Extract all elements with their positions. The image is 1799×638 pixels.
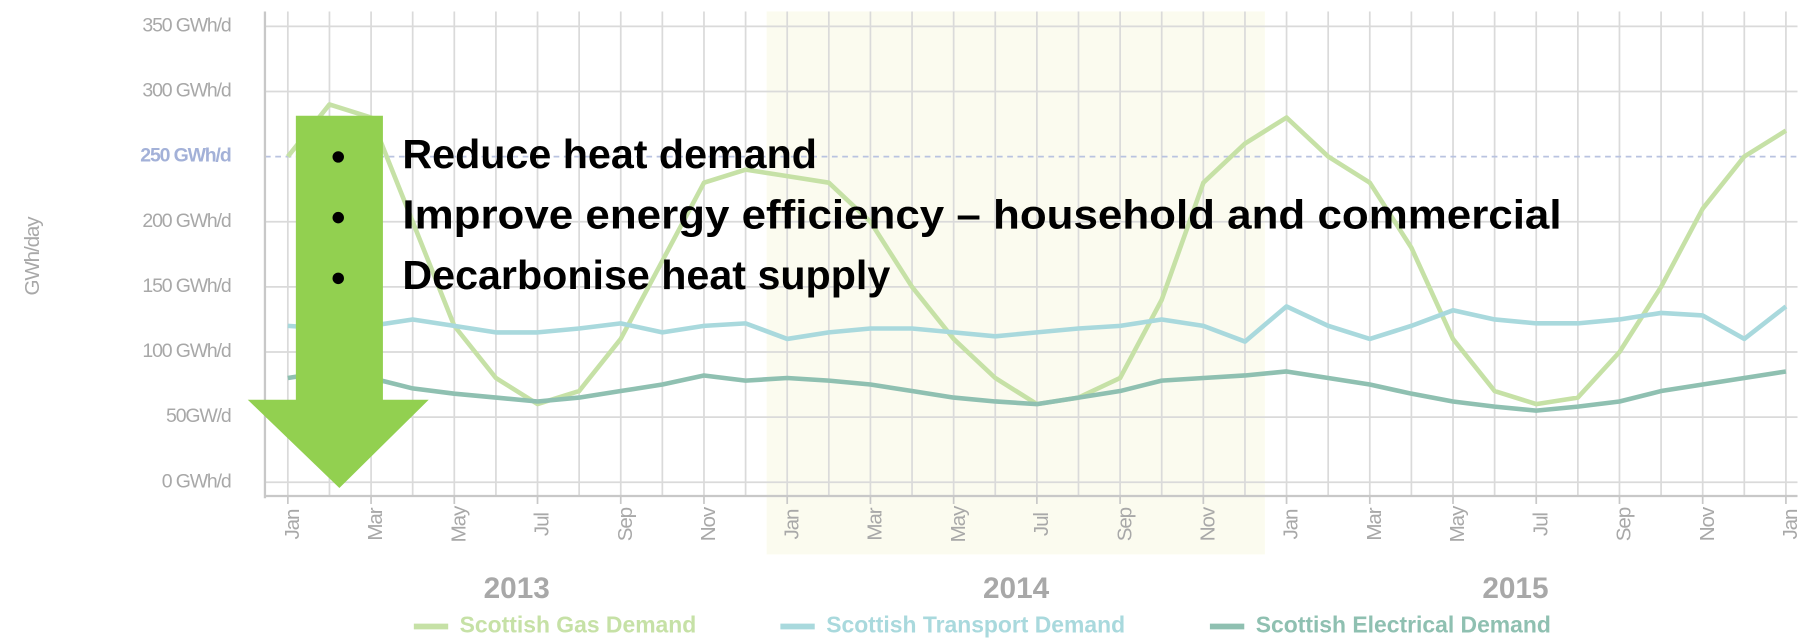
x-tick-label: Mar: [364, 507, 387, 540]
x-tick-label: Jul: [1529, 513, 1552, 536]
plot: [286, 102, 1788, 413]
y-tick-label: 100 GWh/d: [142, 340, 230, 362]
x-tick-label: Jan: [281, 509, 304, 539]
y-tick-label: 0 GWh/d: [162, 470, 231, 492]
y-tick-label: 250 GWh/d: [140, 145, 231, 167]
x-tick-label: Sep: [614, 507, 637, 541]
x-tick-label: Nov: [1696, 506, 1719, 541]
y-axis-label: GWh/day: [21, 216, 44, 296]
x-tick-label: Jan: [1280, 509, 1303, 539]
y-tick-label: 350 GWh/d: [142, 14, 230, 36]
bullet-dot: [332, 211, 344, 224]
series-line: [287, 369, 1787, 413]
x-tick-label: Jul: [1030, 513, 1053, 536]
y-tick-label: 300 GWh/d: [142, 80, 230, 102]
x-tick-label: Jan: [780, 509, 803, 539]
y-tick-label: 150 GWh/d: [142, 275, 230, 297]
x-tick-label: Mar: [1363, 507, 1386, 540]
bullet-dot: [332, 272, 344, 285]
legend-label: Scottish Electrical Demand: [1256, 612, 1551, 638]
series-line: [287, 304, 1788, 344]
grid: [264, 11, 1798, 504]
x-tick-label: May: [447, 505, 470, 542]
x-tick-label: Sep: [1613, 507, 1636, 541]
x-tick-label: Nov: [697, 506, 720, 541]
x-tick-label: Nov: [1196, 506, 1219, 541]
x-tick-label: May: [1446, 505, 1469, 542]
bullet-text: Improve energy efficiency – household an…: [402, 192, 1561, 238]
year-label: 2013: [484, 572, 550, 605]
bullet-text: Decarbonise heat supply: [402, 252, 890, 298]
x-tick-label: May: [947, 505, 970, 542]
y-tick-label: 200 GWh/d: [142, 210, 230, 232]
overlay: Reduce heat demand Improve energy effici…: [247, 115, 1562, 488]
legend-label: Scottish Transport Demand: [826, 612, 1125, 638]
x-tick-label: Mar: [864, 507, 887, 540]
year-label: 2014: [983, 572, 1050, 605]
y-tick-label: 50GW/d: [166, 405, 231, 427]
x-tick-label: Sep: [1113, 507, 1136, 541]
x-tick-label: Jan: [1779, 509, 1799, 539]
year-shade: [766, 11, 1265, 555]
bullet-text: Reduce heat demand: [402, 131, 817, 177]
down-arrow: [247, 115, 429, 488]
legend-label: Scottish Gas Demand: [460, 612, 697, 638]
year-label: 2015: [1482, 572, 1548, 605]
bullet-dot: [332, 151, 344, 163]
x-tick-label: Jul: [531, 513, 554, 536]
